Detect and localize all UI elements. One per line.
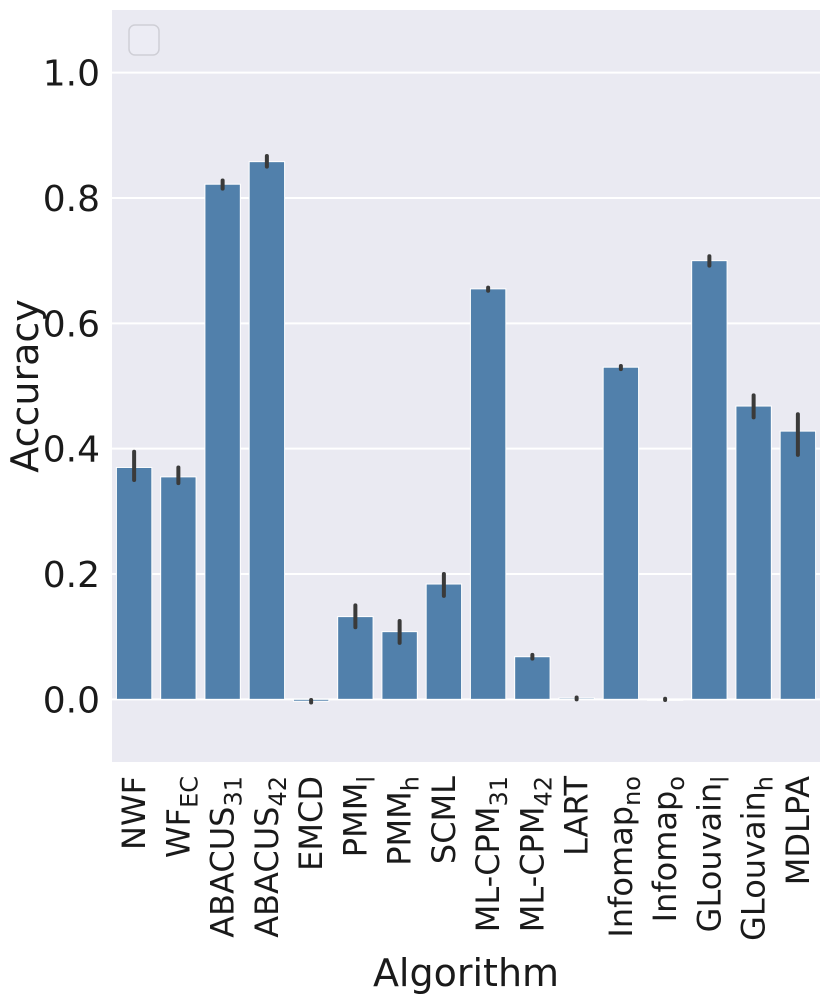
y-tick-label: 0.8 — [43, 179, 100, 220]
x-tick-label: WFEC — [159, 776, 203, 858]
bar — [248, 161, 286, 700]
bar — [602, 366, 640, 700]
x-tick-label: PMMh — [381, 776, 425, 866]
x-tick-label: Infomapno — [602, 776, 646, 938]
x-tick-label: GLouvainl — [690, 776, 734, 932]
y-tick-labels: 0.0 0.2 0.4 0.6 0.8 1.0 — [43, 54, 100, 722]
y-axis-title: Accuracy — [3, 299, 47, 473]
y-tick-label: 0.4 — [43, 430, 100, 471]
y-tick-label: 0.2 — [43, 555, 100, 596]
bar — [514, 656, 551, 700]
bar — [735, 405, 772, 700]
bars — [115, 161, 817, 702]
x-tick-label: ML-CPM31 — [469, 776, 513, 932]
bar — [337, 616, 374, 700]
x-tick-label: GLouvainh — [735, 776, 779, 941]
bar — [115, 466, 153, 700]
x-tick-label: Infomapo — [646, 776, 690, 922]
error-bars — [132, 154, 800, 705]
x-tick-label: PMMl — [336, 776, 380, 857]
bar — [469, 288, 507, 700]
bar — [425, 583, 463, 700]
y-tick-label: 0.0 — [43, 680, 100, 721]
x-tick-label: EMCD — [292, 776, 330, 871]
x-axis-title: Algorithm — [373, 951, 559, 995]
x-tick-label: SCML — [425, 776, 463, 864]
y-tick-label: 1.0 — [43, 54, 100, 95]
bar — [160, 476, 197, 700]
bar — [204, 183, 241, 700]
x-tick-label: ABACUS31 — [204, 776, 248, 938]
bar — [779, 430, 817, 700]
y-tick-label: 0.6 — [43, 304, 100, 345]
bar — [691, 260, 728, 700]
x-tick-label: ABACUS42 — [248, 776, 292, 938]
x-tick-label: NWF — [115, 776, 153, 850]
legend-box — [128, 24, 160, 56]
x-tick-label: ML-CPM42 — [513, 776, 557, 932]
x-tick-label: MDLPA — [779, 776, 817, 885]
x-tick-label: LART — [558, 776, 596, 856]
